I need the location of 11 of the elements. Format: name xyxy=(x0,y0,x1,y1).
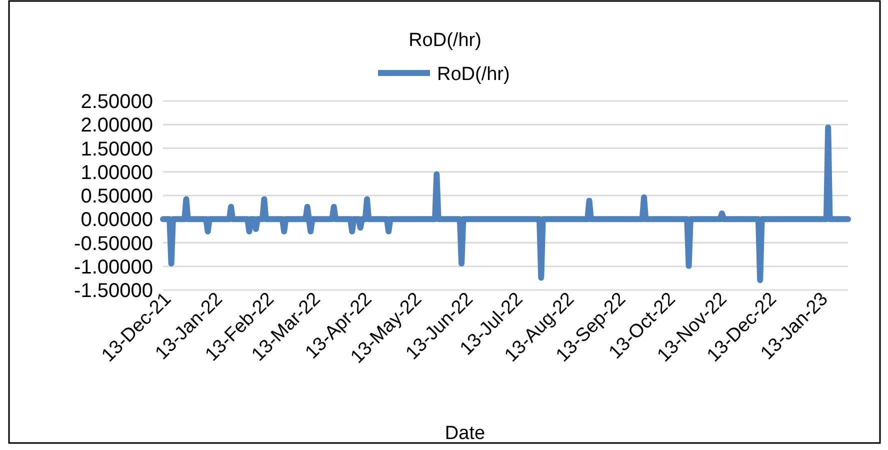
y-tick-label: 0.50000 xyxy=(80,186,153,208)
y-tick-label: -0.50000 xyxy=(74,232,153,255)
y-tick-label: 0.00000 xyxy=(80,209,153,232)
x-axis-title: Date xyxy=(444,423,486,444)
y-tick-label: 2.50000 xyxy=(80,91,153,113)
y-tick-label: 1.50000 xyxy=(80,138,153,160)
y-tick-label: 2.00000 xyxy=(80,114,153,137)
y-tick-label: 1.00000 xyxy=(80,162,153,184)
chart-title: RoD(/hr) xyxy=(408,30,482,51)
legend-label: RoD(/hr) xyxy=(437,64,510,85)
y-tick-label: -1.00000 xyxy=(74,256,153,278)
